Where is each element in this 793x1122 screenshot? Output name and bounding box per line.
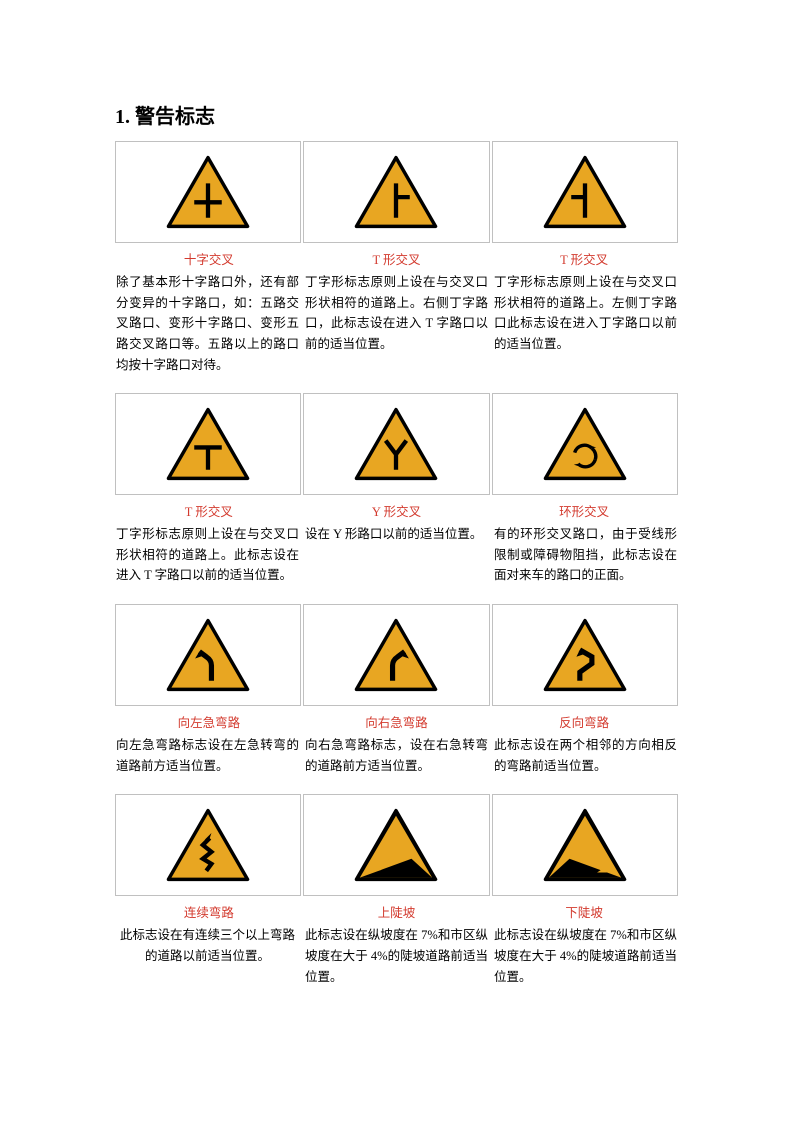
sign-cell	[115, 794, 301, 896]
sign-desc: 丁字形标志原则上设在与交叉口形状相符的道路上。左侧丁字路口此标志设在进入丁字路口…	[493, 272, 678, 375]
warning-triangle-curve-left-icon	[165, 617, 251, 693]
sign-name: T 形交叉	[490, 249, 678, 268]
warning-triangle-y-fork-icon	[353, 406, 439, 482]
sign-cell	[115, 393, 301, 495]
sign-name: 环形交叉	[490, 501, 678, 520]
labels-row: 十字交叉 T 形交叉 T 形交叉	[115, 249, 678, 268]
desc-row: 此标志设在有连续三个以上弯路的道路以前适当位置。 此标志设在纵坡度在 7%和市区…	[115, 925, 678, 987]
desc-row: 丁字形标志原则上设在与交叉口形状相符的道路上。此标志设在进入 T 字路口以前的适…	[115, 524, 678, 586]
warning-triangle-t-left-icon	[542, 154, 628, 230]
warning-triangle-t-right-icon	[353, 154, 439, 230]
labels-row: T 形交叉 Y 形交叉 环形交叉	[115, 501, 678, 520]
warning-triangle-reverse-curve-icon	[542, 617, 628, 693]
sign-cell	[303, 604, 489, 706]
sign-cell	[115, 141, 301, 243]
labels-row: 连续弯路 上陡坡 下陡坡	[115, 902, 678, 921]
sign-name: 下陡坡	[490, 902, 678, 921]
warning-triangle-steep-up-icon	[353, 807, 439, 883]
warning-triangle-roundabout-icon	[542, 406, 628, 482]
sign-cell	[303, 794, 489, 896]
sign-name: T 形交叉	[115, 501, 303, 520]
sign-grid-row	[115, 794, 678, 896]
desc-row: 向左急弯路标志设在左急转弯的道路前方适当位置。 向右急弯路标志，设在右急转弯的道…	[115, 735, 678, 776]
sign-desc: 此标志设在纵坡度在 7%和市区纵坡度在大于 4%的陡坡道路前适当位置。	[304, 925, 489, 987]
sign-desc: 此标志设在有连续三个以上弯路的道路以前适当位置。	[115, 925, 300, 987]
sign-name: 反向弯路	[490, 712, 678, 731]
sign-desc: 有的环形交叉路口，由于受线形限制或障碍物阻挡，此标志设在面对来车的路口的正面。	[493, 524, 678, 586]
sign-desc: 向左急弯路标志设在左急转弯的道路前方适当位置。	[115, 735, 300, 776]
sign-grid-row	[115, 604, 678, 706]
warning-triangle-winding-icon	[165, 807, 251, 883]
sign-cell	[303, 141, 489, 243]
sign-desc: 设在 Y 形路口以前的适当位置。	[304, 524, 489, 586]
desc-row: 除了基本形十字路口外，还有部分变异的十字路口，如：五路交叉路口、变形十字路口、变…	[115, 272, 678, 375]
sign-name: Y 形交叉	[303, 501, 491, 520]
sign-cell	[492, 604, 678, 706]
sign-desc: 除了基本形十字路口外，还有部分变异的十字路口，如：五路交叉路口、变形十字路口、变…	[115, 272, 300, 375]
sign-grid-row	[115, 393, 678, 495]
sign-desc: 丁字形标志原则上设在与交叉口形状相符的道路上。此标志设在进入 T 字路口以前的适…	[115, 524, 300, 586]
sign-grid-row	[115, 141, 678, 243]
sign-desc: 此标志设在两个相邻的方向相反的弯路前适当位置。	[493, 735, 678, 776]
warning-triangle-t-top-icon	[165, 406, 251, 482]
sign-cell	[492, 393, 678, 495]
sign-name: 连续弯路	[115, 902, 303, 921]
warning-triangle-steep-down-icon	[542, 807, 628, 883]
sign-cell	[115, 604, 301, 706]
sign-name: 向右急弯路	[303, 712, 491, 731]
sign-cell	[492, 141, 678, 243]
warning-triangle-cross-icon	[165, 154, 251, 230]
sign-name: 十字交叉	[115, 249, 303, 268]
sign-desc: 丁字形标志原则上设在与交叉口形状相符的道路上。右侧丁字路口，此标志设在进入 T …	[304, 272, 489, 375]
labels-row: 向左急弯路 向右急弯路 反向弯路	[115, 712, 678, 731]
sign-name: 上陡坡	[303, 902, 491, 921]
sign-desc: 此标志设在纵坡度在 7%和市区纵坡度在大于 4%的陡坡道路前适当位置。	[493, 925, 678, 987]
sign-cell	[492, 794, 678, 896]
sign-cell	[303, 393, 489, 495]
warning-triangle-curve-right-icon	[353, 617, 439, 693]
sign-desc: 向右急弯路标志，设在右急转弯的道路前方适当位置。	[304, 735, 489, 776]
sign-name: 向左急弯路	[115, 712, 303, 731]
sign-name: T 形交叉	[303, 249, 491, 268]
page-title: 1. 警告标志	[115, 100, 678, 129]
